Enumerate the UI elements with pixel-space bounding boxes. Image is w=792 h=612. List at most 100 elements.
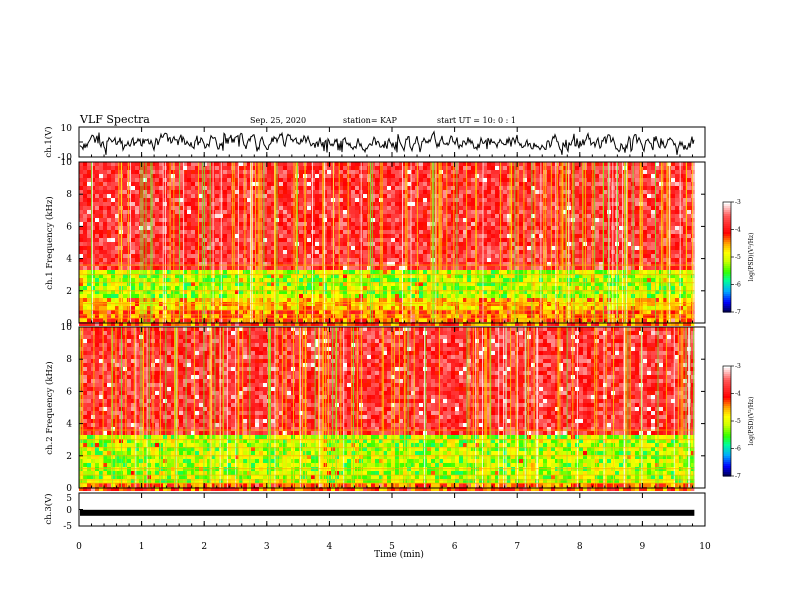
spectrogram-cell xyxy=(679,282,683,286)
spectrogram-cell xyxy=(147,230,151,234)
spectrogram-cell xyxy=(651,162,655,166)
spectrogram-cell xyxy=(203,170,207,174)
spectrogram-cell xyxy=(447,206,451,210)
spectrogram-cell xyxy=(527,230,531,234)
spectrogram-cell xyxy=(143,226,147,230)
spectrogram-cell xyxy=(479,190,483,194)
spectrogram-cell xyxy=(467,186,471,190)
spectrogram-cell xyxy=(531,190,535,194)
spectrogram-cell xyxy=(575,230,579,234)
spectrogram-cell xyxy=(463,198,467,202)
spectrogram-cell xyxy=(543,162,547,166)
spectrogram-cell xyxy=(223,222,227,226)
spectrogram-cell xyxy=(479,238,483,242)
spectrogram-cell xyxy=(515,178,519,182)
spectrogram-cell xyxy=(115,266,119,270)
spectrogram-cell xyxy=(279,266,283,270)
spectrogram-cell xyxy=(79,202,83,206)
spectrogram-cell xyxy=(599,222,603,226)
spectrogram-cell xyxy=(131,162,135,166)
spectrogram-cell xyxy=(595,202,599,206)
spectrogram-cell xyxy=(551,242,555,246)
spectrogram-cell xyxy=(587,178,591,182)
spectrogram-cell xyxy=(79,270,83,274)
spectrogram-cell xyxy=(123,234,127,238)
spectrogram-cell xyxy=(251,258,255,262)
spectrogram-cell xyxy=(627,262,631,266)
spectrogram-cell xyxy=(159,238,163,242)
spectrogram-cell xyxy=(287,274,291,278)
spectrogram-cell xyxy=(563,262,567,266)
spectrogram-cell xyxy=(343,230,347,234)
spectrogram-cell xyxy=(451,238,455,242)
spectrogram-cell xyxy=(99,254,103,258)
spectrogram-cell xyxy=(463,270,467,274)
spectrogram-cell xyxy=(495,226,499,230)
spectrogram-cell xyxy=(423,214,427,218)
spectrogram-cell xyxy=(383,202,387,206)
spectrogram-cell xyxy=(215,198,219,202)
spectrogram-cell xyxy=(223,162,227,166)
spectrogram-cell xyxy=(127,202,131,206)
spectrogram-cell xyxy=(635,242,639,246)
spectrogram-cell xyxy=(679,178,683,182)
spectrogram-cell xyxy=(603,162,607,166)
spectrogram-cell xyxy=(99,234,103,238)
spectrogram-cell xyxy=(123,246,127,250)
spectrogram-cell xyxy=(255,266,259,270)
spectrogram-cell xyxy=(383,170,387,174)
spectrogram-cell xyxy=(347,162,351,166)
spectrogram-cell xyxy=(103,274,107,278)
spectrogram-cell xyxy=(223,178,227,182)
spectrogram-cell xyxy=(531,282,535,286)
spectrogram-cell xyxy=(399,242,403,246)
spectrogram-cell xyxy=(99,238,103,242)
spectrogram-cell xyxy=(619,178,623,182)
spectrogram-cell xyxy=(403,282,407,286)
spectrogram-cell xyxy=(519,258,523,262)
spectrogram-cell xyxy=(283,226,287,230)
spectrogram-cell xyxy=(363,278,367,282)
spectrogram-cell xyxy=(495,286,499,290)
spectrogram-cell xyxy=(83,210,87,214)
spectrogram-cell xyxy=(435,238,439,242)
spectrogram-cell xyxy=(339,218,343,222)
spectrogram-cell xyxy=(351,222,355,226)
spectrogram-cell xyxy=(315,202,319,206)
spectrogram-cell xyxy=(195,282,199,286)
spectrogram-cell xyxy=(491,274,495,278)
spectrogram-cell xyxy=(487,282,491,286)
spectrogram-cell xyxy=(655,174,659,178)
spectrogram-cell xyxy=(79,166,83,170)
spectrogram-cell xyxy=(523,190,527,194)
spectrogram-cell xyxy=(143,230,147,234)
spectrogram-cell xyxy=(115,202,119,206)
spectrogram-cell xyxy=(467,222,471,226)
spectrogram-cell xyxy=(507,178,511,182)
spectrogram-cell xyxy=(231,210,235,214)
spectrogram-cell xyxy=(467,202,471,206)
spectrogram-cell xyxy=(575,258,579,262)
spectrogram-cell xyxy=(123,174,127,178)
spectrogram-cell xyxy=(279,214,283,218)
spectrogram-cell xyxy=(463,194,467,198)
spectrogram-cell xyxy=(387,206,391,210)
spectrogram-cell xyxy=(599,266,603,270)
spectrogram-cell xyxy=(231,214,235,218)
spectrogram-cell xyxy=(355,282,359,286)
spectrogram-cell xyxy=(167,166,171,170)
spectrogram-cell xyxy=(287,242,291,246)
spectrogram-cell xyxy=(111,162,115,166)
spectrogram-cell xyxy=(547,274,551,278)
spectrogram-cell xyxy=(383,226,387,230)
spectrogram-cell xyxy=(503,186,507,190)
spectrogram-cell xyxy=(299,194,303,198)
spectrogram-cell xyxy=(95,266,99,270)
spectrogram-cell xyxy=(315,262,319,266)
spectrogram-cell xyxy=(371,282,375,286)
spectrogram-cell xyxy=(491,198,495,202)
spectrogram-cell xyxy=(479,234,483,238)
spectrogram-cell xyxy=(327,242,331,246)
spectrogram-cell xyxy=(131,282,135,286)
spectrogram-cell xyxy=(315,206,319,210)
